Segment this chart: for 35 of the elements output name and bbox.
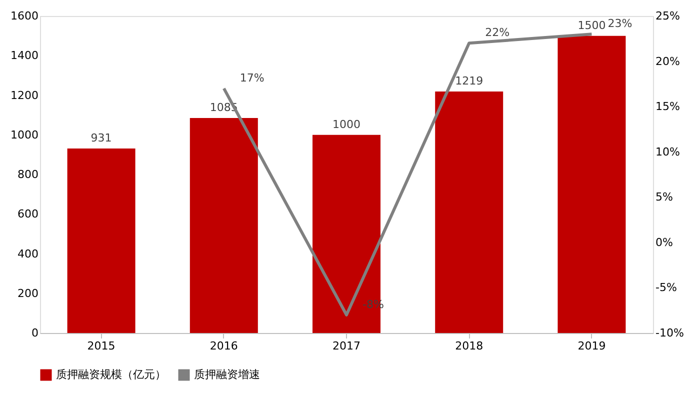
data-label: 1500: [578, 18, 606, 32]
y2-tick-label: 20%: [656, 54, 680, 68]
y-tick-label: 0: [32, 326, 38, 340]
y2-tick-label: 10%: [656, 145, 680, 158]
y2-tick-label: 15%: [656, 100, 680, 114]
y-tick-label: 400: [18, 247, 38, 260]
bar: [190, 118, 258, 333]
data-label: 22%: [485, 26, 510, 40]
y-tick-label: 800: [18, 168, 38, 181]
x-tick-label: 2017: [332, 340, 360, 352]
x-tick-label: 2019: [578, 340, 606, 352]
data-label: 1219: [455, 74, 484, 88]
y-tick-label: 1000: [10, 128, 38, 142]
x-tick-label: 2018: [455, 340, 484, 352]
bar: [435, 91, 504, 333]
legend-label: 质押融资规模（亿元）: [56, 368, 166, 381]
x-tick-label: 2016: [210, 340, 238, 352]
data-label: 1000: [332, 118, 360, 131]
y2-tick-label: 0%: [656, 236, 673, 249]
y2-tick-label: -5%: [656, 281, 677, 294]
y-tick-label: 1200: [10, 88, 38, 102]
y2-tick-label: 5%: [656, 190, 673, 204]
y-tick-label: 600: [18, 208, 38, 221]
data-label: 17%: [240, 71, 264, 84]
legend-label: 质押融资增速: [194, 368, 260, 381]
y2-tick-label: 25%: [656, 10, 680, 22]
data-label: 23%: [608, 17, 632, 30]
data-label: 931: [90, 132, 112, 145]
y-tick-label: 1400: [10, 49, 38, 62]
y2-tick-label: -10%: [656, 326, 684, 340]
y-tick-label: 1600: [10, 10, 38, 22]
bar: [558, 36, 626, 333]
x-tick-label: 2015: [87, 340, 116, 352]
bar: [67, 148, 136, 333]
y-tick-label: 200: [18, 286, 38, 300]
